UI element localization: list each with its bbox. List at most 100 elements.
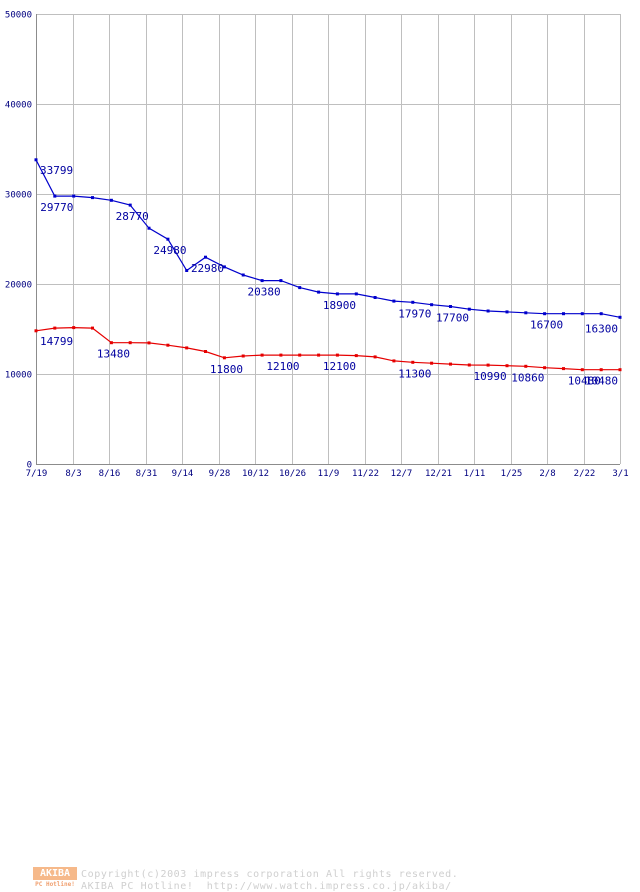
data-point (298, 286, 302, 290)
series-lines (35, 159, 621, 371)
data-point (91, 196, 94, 200)
x-axis-tick-label: 11/9 (318, 469, 340, 479)
data-point-label: 10990 (474, 370, 507, 383)
data-point (449, 362, 452, 366)
data-point (430, 303, 434, 307)
data-point (430, 361, 434, 365)
y-axis-ticks: 0 10000 20000 30000 40000 50000 (5, 11, 32, 471)
data-point-label: 14799 (40, 335, 73, 348)
data-labels: 33799 29770 28770 24980 22980 20380 18900 17970… (40, 164, 618, 388)
data-point (562, 367, 565, 371)
data-point (128, 341, 132, 345)
data-point-label: 13480 (97, 348, 130, 361)
x-axis-tick-label: 1/25 (501, 469, 523, 479)
data-point (543, 366, 547, 370)
data-point (618, 315, 622, 319)
data-point (260, 353, 264, 357)
y-axis-tick-label: 20000 (5, 281, 32, 291)
data-point (241, 354, 245, 358)
data-point-label: 33799 (40, 164, 73, 177)
data-point-label: 20380 (248, 286, 281, 299)
data-point (204, 255, 207, 259)
data-point (373, 355, 377, 359)
data-point-label: 11300 (398, 367, 431, 380)
copyright-line: Copyright(c)2003 impress corporation All… (81, 869, 459, 880)
data-point (279, 353, 283, 357)
data-point (72, 194, 76, 198)
data-point-label: 10480 (585, 375, 618, 388)
data-point (166, 343, 170, 347)
x-axis-tick-label: 7/19 (26, 469, 48, 479)
data-point-label: 17700 (436, 312, 469, 325)
data-point (147, 226, 151, 230)
data-point-label: 18900 (323, 299, 356, 312)
data-point (373, 296, 377, 299)
akiba-logo: AKIBA PC Hotline! (33, 867, 77, 889)
x-axis-ticks: 7/19 8/3 8/16 8/31 9/14 9/28 10/12 10/26 11/9 11/… (26, 469, 629, 479)
x-axis-tick-label: 10/26 (279, 469, 306, 479)
data-point (543, 312, 547, 316)
data-point (486, 309, 490, 313)
x-axis-tick-label: 12/21 (425, 469, 452, 479)
x-axis-tick-label: 8/31 (136, 469, 158, 479)
data-point (449, 305, 452, 308)
data-point (486, 363, 490, 367)
data-point (524, 311, 528, 315)
data-point (53, 194, 57, 198)
x-axis-tick-label: 9/28 (209, 469, 231, 479)
data-point-label: 12100 (266, 360, 299, 373)
data-point (354, 354, 358, 358)
data-point (166, 237, 170, 241)
data-point (204, 350, 207, 353)
data-point (34, 158, 38, 162)
chart-screenshot: 0 10000 20000 30000 40000 50000 7/19 8/3 8/16 8/… (5, 11, 629, 892)
data-point (411, 360, 415, 364)
y-axis-tick-label: 0 (27, 461, 32, 471)
x-axis-tick-label: 12/7 (391, 469, 413, 479)
data-point-label: 17970 (398, 307, 431, 320)
data-point (147, 341, 151, 345)
data-point (34, 329, 38, 333)
data-point (222, 356, 226, 360)
x-axis-tick-label: 2/22 (574, 469, 596, 479)
x-axis-tick-label: 11/22 (352, 469, 379, 479)
data-point (185, 269, 189, 272)
data-point (185, 346, 189, 350)
data-point (599, 312, 603, 316)
data-point (279, 279, 283, 283)
x-axis-tick-label: 8/16 (99, 469, 121, 479)
data-point (599, 368, 603, 372)
data-point-label: 10480 (568, 375, 601, 388)
data-point-label: 11800 (210, 363, 243, 376)
data-point (335, 353, 339, 357)
data-point (354, 292, 358, 296)
gridlines (36, 14, 621, 465)
data-point-label: 24980 (153, 244, 186, 257)
data-point (580, 368, 584, 372)
data-point (392, 299, 396, 303)
series-points (34, 158, 622, 372)
data-point (467, 363, 471, 367)
data-point (505, 310, 509, 314)
data-point-label: 16300 (585, 322, 618, 335)
data-point (298, 353, 302, 357)
data-point (109, 341, 113, 345)
data-point (222, 265, 226, 269)
data-point (505, 364, 509, 368)
x-axis-tick-label: 2/8 (539, 469, 555, 479)
data-point (618, 368, 622, 372)
data-point-label: 12100 (323, 360, 356, 373)
data-point-label: 28770 (116, 210, 149, 223)
series-line-series-b (35, 326, 620, 371)
y-axis-tick-label: 40000 (5, 101, 32, 111)
x-axis-tick-label: 10/12 (242, 469, 269, 479)
data-point (109, 198, 113, 202)
x-axis-tick-label: 3/1 (612, 469, 628, 479)
data-point (580, 312, 584, 316)
data-point (91, 326, 94, 330)
x-axis-tick-label: 8/3 (65, 469, 81, 479)
site-url-line: AKIBA PC Hotline! http://www.watch.impre… (81, 881, 452, 892)
data-point-label: 29770 (40, 201, 73, 214)
x-axis-tick-label: 9/14 (172, 469, 194, 479)
data-point (467, 307, 471, 311)
